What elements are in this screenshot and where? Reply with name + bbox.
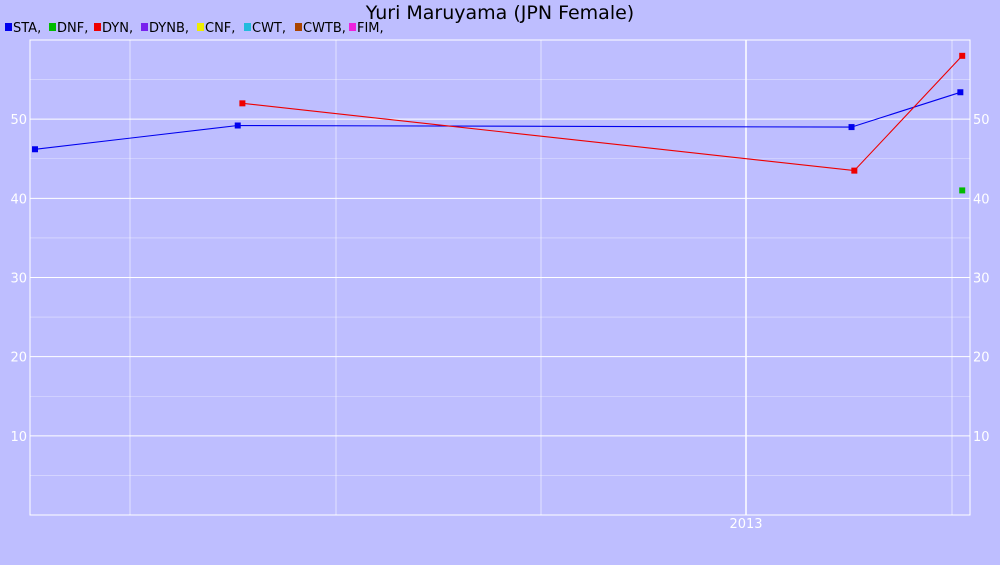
y-tick-label-right: 30 xyxy=(973,272,990,287)
chart-title: Yuri Maruyama (JPN Female) xyxy=(365,2,634,24)
data-point-sta xyxy=(32,146,38,153)
data-point-sta xyxy=(234,122,241,129)
series-layer xyxy=(32,52,966,194)
y-tick-label-right: 50 xyxy=(973,113,990,128)
legend-swatch xyxy=(349,23,356,31)
legend-label: FIM, xyxy=(357,21,384,36)
legend-label: DYNB, xyxy=(149,21,189,36)
legend-swatch xyxy=(94,23,101,31)
legend-label: DNF, xyxy=(57,21,88,36)
legend-label: DYN, xyxy=(102,21,133,36)
y-tick-label-left: 10 xyxy=(10,430,27,445)
data-point-sta xyxy=(957,89,964,96)
x-tick-label: 2013 xyxy=(729,517,762,532)
axes: 10 10 20 20 30 30 40 40 50 50 2013 xyxy=(10,113,989,532)
legend: STA, DNF, DYN, DYNB, CNF, CWT, CWTB, FIM, xyxy=(5,21,384,36)
y-tick-label-right: 10 xyxy=(973,430,990,445)
legend-label: CWTB, xyxy=(303,21,346,36)
y-tick-label-right: 20 xyxy=(973,351,990,366)
y-tick-label-left: 30 xyxy=(10,272,27,287)
y-tick-label-left: 50 xyxy=(10,113,27,128)
y-tick-label-left: 20 xyxy=(10,351,27,366)
y-tick-label-left: 40 xyxy=(10,192,27,207)
series-line-dyn xyxy=(242,55,963,172)
data-point-dyn xyxy=(959,52,966,59)
y-tick-label-right: 40 xyxy=(973,192,990,207)
legend-swatch xyxy=(295,23,302,31)
series-line-sta xyxy=(34,91,961,150)
legend-label: STA, xyxy=(13,21,41,36)
legend-swatch xyxy=(197,23,204,31)
legend-label: CWT, xyxy=(252,21,286,36)
data-point-dnf xyxy=(959,187,966,194)
legend-swatch xyxy=(5,23,12,31)
legend-label: CNF, xyxy=(205,21,235,36)
data-point-sta xyxy=(848,124,855,131)
legend-swatch xyxy=(244,23,251,31)
legend-swatch xyxy=(49,23,56,31)
data-point-dyn xyxy=(239,100,246,107)
grid xyxy=(29,39,971,516)
data-point-dyn xyxy=(851,167,858,174)
legend-swatch xyxy=(141,23,148,31)
